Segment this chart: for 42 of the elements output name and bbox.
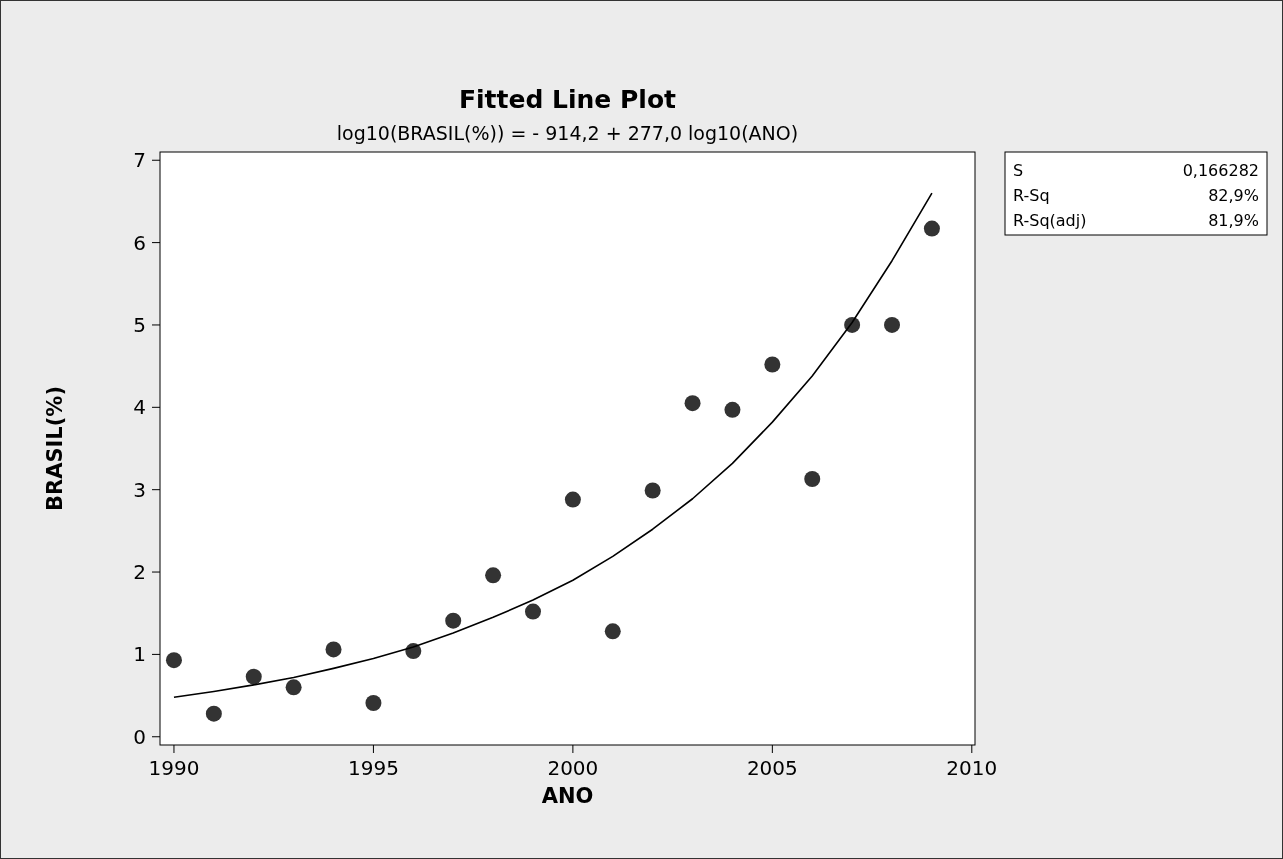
point (285, 679, 302, 696)
y-axis-title: BRASIL(%) (43, 386, 67, 511)
point (564, 491, 581, 508)
point (724, 401, 741, 418)
x-tick-label: 1990 (148, 756, 200, 780)
point (325, 641, 342, 658)
y-tick-label: 3 (133, 477, 146, 502)
y-tick-label: 4 (133, 395, 146, 420)
point (165, 652, 182, 669)
y-tick-label: 0 (133, 724, 146, 749)
point (205, 705, 222, 722)
point (644, 482, 661, 499)
chart-title: Fitted Line Plot (458, 85, 677, 114)
text: R-Sq(adj) (1013, 211, 1087, 230)
text: S (1013, 161, 1024, 180)
x-tick-label: 2000 (547, 756, 599, 780)
point (923, 220, 940, 237)
point (485, 567, 502, 584)
x-tick-label: 2005 (746, 756, 798, 780)
text: 82,9% (1208, 186, 1259, 205)
x-tick-label: 2010 (946, 756, 998, 780)
line-series (173, 192, 933, 699)
point (804, 470, 821, 487)
point (445, 612, 462, 629)
y-tick-label: 5 (133, 312, 146, 337)
y-tick-label: 6 (133, 230, 146, 255)
text: 81,9% (1208, 211, 1259, 230)
point (884, 316, 901, 333)
point (245, 668, 262, 685)
point (684, 395, 701, 412)
x-axis-title: ANO (541, 784, 594, 808)
x-tick-label: 1995 (347, 756, 399, 780)
point (524, 603, 541, 620)
y-tick-label: 7 (133, 148, 146, 173)
y-tick-label: 1 (133, 642, 146, 667)
text: 0,166282 (1182, 161, 1259, 180)
text: R-Sq (1013, 186, 1050, 205)
chart-subtitle: log10(BRASIL(%)) = - 914,2 + 277,0 log10(ANO) (336, 122, 799, 144)
point (365, 695, 382, 711)
point (764, 356, 781, 373)
y-tick-label: 2 (133, 560, 146, 585)
point (604, 623, 621, 640)
